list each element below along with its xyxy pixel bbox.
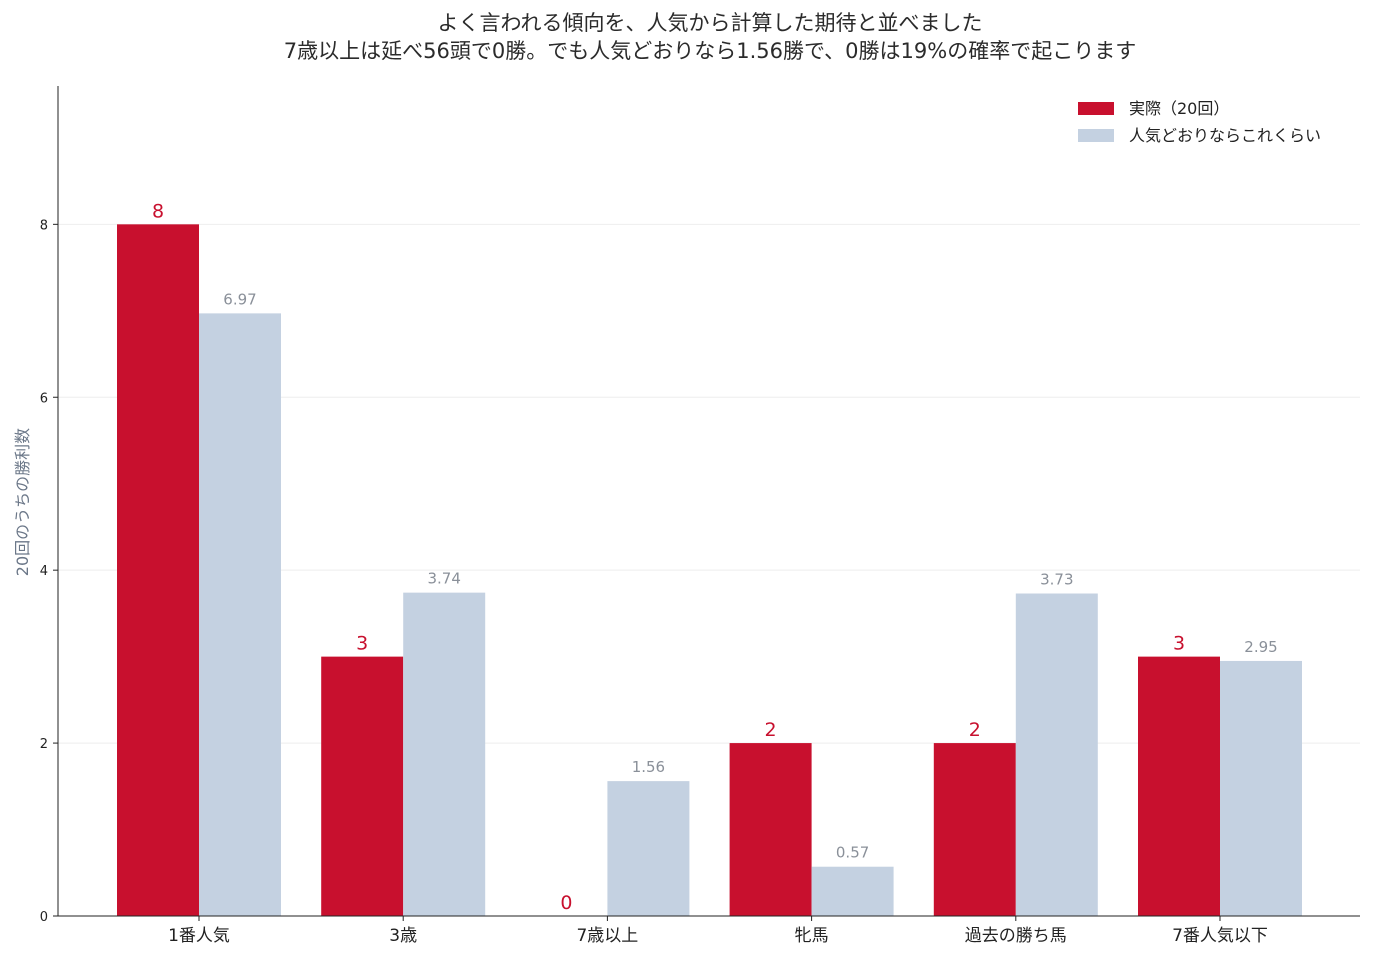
- x-tick-label: 1番人気: [168, 926, 230, 946]
- legend: 実際（20回） 人気どおりならこれくらい: [1078, 99, 1321, 145]
- legend-label-actual: 実際（20回）: [1129, 99, 1229, 118]
- data-label-expected: 3.73: [1040, 571, 1073, 589]
- bar-actual: [321, 656, 404, 916]
- y-tick-label: 2: [40, 737, 48, 752]
- bar-actual: [729, 743, 812, 916]
- x-tick-label: 3歳: [389, 926, 417, 946]
- data-label-expected: 0.57: [836, 844, 869, 862]
- data-label-expected: 2.95: [1244, 638, 1277, 656]
- data-label-expected: 1.56: [632, 758, 665, 776]
- y-tick-label: 8: [40, 218, 48, 233]
- bars: 8 6.97 3 3.74 0 1.56 2 0.57 2 3.73 3 2.95: [117, 200, 1302, 917]
- data-label-actual: 2: [765, 719, 777, 741]
- bar-actual: [933, 743, 1016, 916]
- data-label-actual: 2: [969, 719, 981, 741]
- x-tick-label: 過去の勝ち馬: [965, 926, 1067, 946]
- legend-swatch-expected: [1078, 129, 1114, 142]
- bar-expected: [199, 313, 281, 917]
- chart-subtitle: 7歳以上は延べ56頭で0勝。でも人気どおりなら1.56勝で、0勝は19%の確率で…: [284, 39, 1136, 63]
- legend-label-expected: 人気どおりならこれくらい: [1129, 126, 1321, 145]
- bar-actual: [117, 224, 199, 917]
- data-label-actual: 3: [356, 633, 368, 655]
- bar-expected: [1220, 660, 1302, 916]
- legend-swatch-actual: [1078, 102, 1114, 115]
- bar-expected: [811, 866, 894, 916]
- data-label-actual: 3: [1173, 633, 1185, 655]
- data-label-actual: 8: [152, 200, 164, 222]
- bar-expected: [1015, 593, 1098, 916]
- y-tick-label: 4: [40, 564, 48, 579]
- data-label-actual: 0: [560, 892, 572, 914]
- chart-title: よく言われる傾向を、人気から計算した期待と並べました: [438, 11, 983, 35]
- data-label-expected: 6.97: [223, 290, 256, 308]
- data-label-expected: 3.74: [427, 570, 460, 588]
- x-tick-label: 牝馬: [795, 926, 829, 946]
- y-tick-label: 6: [40, 391, 48, 406]
- bar-actual: [1138, 656, 1220, 916]
- axes: 0 2 4 6 8 1番人気 3歳 7歳以上 牝馬 過去の勝ち馬 7番人気以下: [40, 86, 1360, 946]
- bar-expected: [607, 781, 690, 916]
- x-tick-label: 7歳以上: [576, 926, 638, 946]
- x-tick-label: 7番人気以下: [1172, 926, 1268, 946]
- bar-expected: [403, 592, 486, 916]
- y-tick-label: 0: [40, 910, 48, 925]
- y-axis-label: 20回のうちの勝利数: [13, 428, 32, 576]
